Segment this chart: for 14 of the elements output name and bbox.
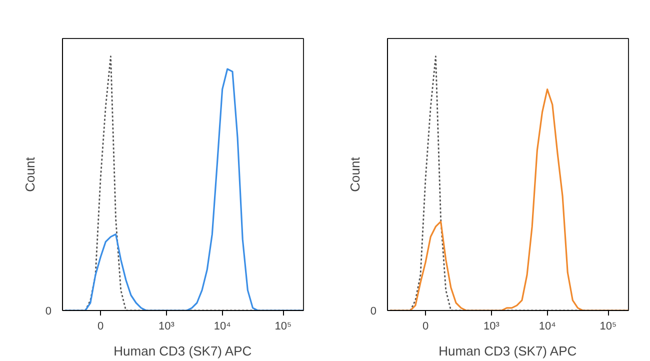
x-tick-label: 10⁴ <box>214 320 232 332</box>
text: 0 <box>45 306 52 318</box>
x-tick-label: 0 <box>97 320 104 332</box>
x-tick-label: 10³ <box>158 320 175 332</box>
x-tick-label: 10³ <box>484 320 500 332</box>
y-axis-title: Count <box>22 156 38 192</box>
y-axis-title: Count <box>347 156 362 192</box>
x-axis-title: Human CD3 (SK7) APC <box>114 344 252 358</box>
x-tick-label: 10⁵ <box>274 320 292 332</box>
x-tick-label: 10⁵ <box>600 320 617 332</box>
x-tick-label: 10⁴ <box>538 320 556 332</box>
x-axis-title: Human CD3 (SK7) APC <box>438 344 577 358</box>
text: 0 <box>370 306 377 318</box>
x-tick-label: 0 <box>422 320 429 332</box>
